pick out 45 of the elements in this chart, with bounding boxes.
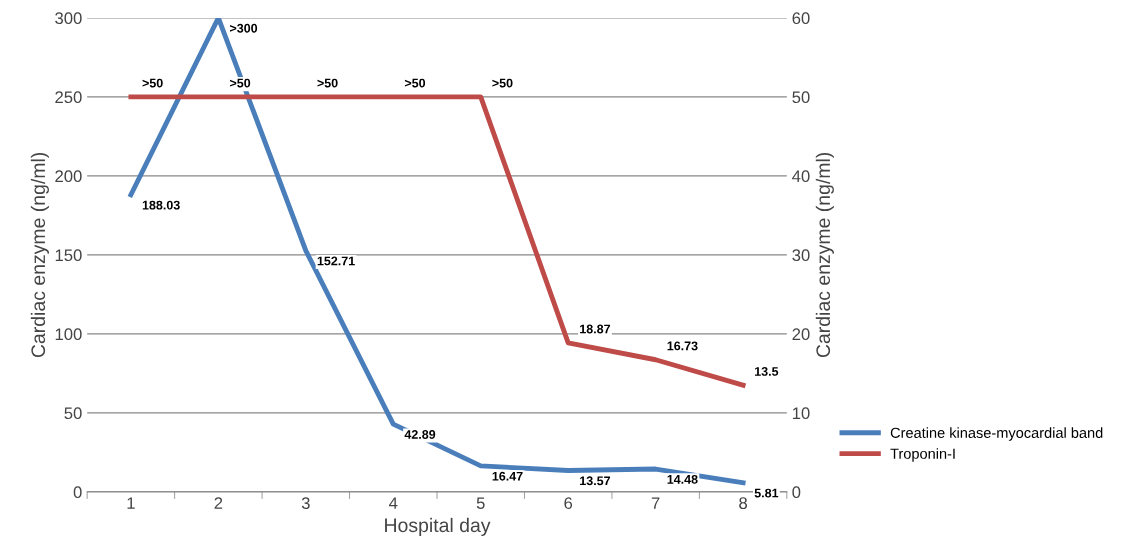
data-label: 16.47 <box>492 471 523 481</box>
x-axis-title: Hospital day <box>385 517 491 536</box>
data-label: >300 <box>230 23 258 33</box>
line-series <box>128 17 746 486</box>
data-label: 16.73 <box>667 341 698 351</box>
data-label: 5.81 <box>754 488 779 498</box>
y-tick-label: 300 <box>55 12 82 25</box>
data-label: >50 <box>492 78 513 88</box>
x-tick-label: 5 <box>476 497 485 510</box>
legend-label: Creatine kinase-myocardial band <box>890 427 1103 441</box>
y2-tick-label: 0 <box>792 486 801 499</box>
line-series <box>128 94 746 388</box>
data-label: 13.5 <box>755 367 779 376</box>
y2-axis-title: Cardiac enzyme (ng/ml) <box>815 152 834 358</box>
data-label: >50 <box>317 78 338 88</box>
y2-tick-label: 30 <box>792 249 810 262</box>
data-label: 152.71 <box>317 256 355 266</box>
y2-tick-label: 10 <box>792 407 810 420</box>
y-tick-label: 0 <box>73 486 82 499</box>
data-label: >50 <box>404 78 426 88</box>
y-tick-label: 150 <box>55 249 82 262</box>
data-label: 14.48 <box>667 474 698 484</box>
data-label: >50 <box>230 78 251 88</box>
data-label: 13.57 <box>580 476 611 486</box>
data-label: 188.03 <box>142 200 180 210</box>
x-tick-label: 8 <box>739 497 748 510</box>
y2-tick-label: 40 <box>792 170 810 183</box>
y-axis-title: Cardiac enzyme (ng/ml) <box>30 152 49 358</box>
y2-tick-label: 60 <box>792 12 810 25</box>
x-tick-label: 4 <box>389 497 398 509</box>
x-tick-label: 2 <box>214 497 223 509</box>
data-label: 18.87 <box>580 324 611 334</box>
x-tick-label: 3 <box>301 497 310 510</box>
y-tick-label: 200 <box>55 170 82 183</box>
y-tick-label: 100 <box>55 328 82 341</box>
y-tick-label: 50 <box>64 407 82 420</box>
data-label: 42.89 <box>404 430 436 439</box>
x-tick-label: 7 <box>651 497 660 509</box>
data-label: >50 <box>142 78 163 88</box>
legend-label: Troponin-I <box>890 448 955 462</box>
y2-tick-label: 20 <box>792 328 810 341</box>
x-tick-label: 6 <box>564 497 573 510</box>
x-tick-label: 1 <box>127 497 135 509</box>
y2-tick-label: 50 <box>792 91 810 104</box>
y-tick-label: 250 <box>55 91 82 104</box>
